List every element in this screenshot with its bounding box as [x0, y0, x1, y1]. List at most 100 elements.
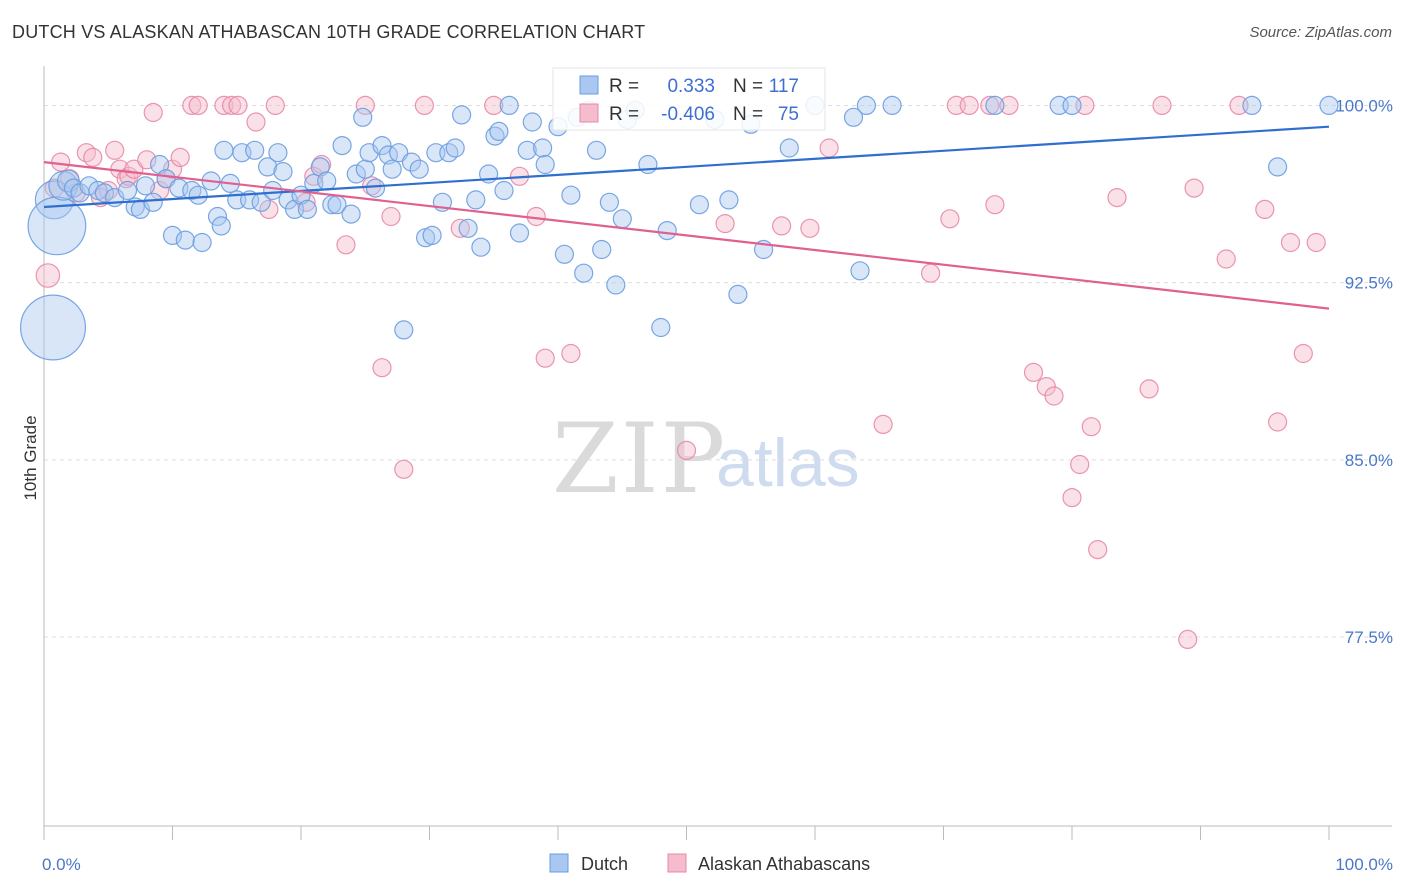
dutch-trend-line — [43, 125, 1330, 209]
stats-dutch-n-value: 117 — [769, 76, 799, 97]
athabascan-point — [1280, 232, 1301, 253]
series-athabascan-points — [35, 95, 1326, 650]
dutch-point — [638, 154, 658, 175]
dutch-point — [409, 159, 429, 179]
legend-dutch-swatch — [549, 853, 569, 873]
dutch-point — [310, 157, 330, 177]
y-tick-label: 92.5% — [1345, 274, 1393, 293]
athabascan-point — [137, 150, 157, 170]
athabascan-point — [819, 138, 839, 158]
dutch-point — [882, 95, 902, 116]
dutch-point — [554, 244, 575, 264]
athabascan-point — [999, 95, 1019, 116]
dutch-point — [606, 275, 626, 295]
dutch-point — [372, 136, 392, 156]
watermark-zip: ZIP — [552, 403, 727, 515]
dutch-point — [214, 140, 234, 160]
athabascan-point — [1178, 629, 1198, 650]
dutch-point — [517, 140, 537, 160]
dutch-point — [779, 138, 799, 158]
athabascan-point — [1062, 488, 1082, 508]
athabascan-point — [1070, 454, 1090, 475]
dutch-point — [592, 239, 612, 260]
dutch-point — [599, 192, 620, 212]
stats-athabascan-swatch — [579, 103, 599, 123]
athabascan-point — [143, 102, 163, 123]
x-tick-label: 100.0% — [1335, 855, 1393, 874]
dutch-point — [445, 138, 465, 158]
dutch-point — [353, 107, 373, 127]
dutch-point — [1062, 95, 1082, 116]
dutch-point — [19, 294, 87, 361]
athabascan-point — [1088, 539, 1108, 560]
dutch-point — [394, 320, 414, 340]
stats-dutch-r-value: 0.333 — [667, 76, 715, 97]
athabascan-point — [1184, 178, 1204, 198]
dutch-point — [207, 206, 228, 227]
athabascan-point — [940, 209, 960, 229]
y-axis-label: 10th Grade — [21, 415, 40, 500]
dutch-point — [175, 230, 195, 250]
athabascan-point — [414, 95, 434, 116]
chart-title: DUTCH VS ALASKAN ATHABASCAN 10TH GRADE C… — [12, 22, 646, 42]
dutch-point — [297, 199, 317, 219]
legend: Dutch Alaskan Athabascans — [549, 853, 870, 874]
stats-athabascan-r-label: R = — [609, 104, 639, 125]
dutch-point — [143, 192, 163, 212]
series-dutch-points — [19, 95, 1339, 361]
dutch-point — [346, 164, 366, 184]
athabascan-point — [105, 140, 125, 160]
legend-athabascan-label: Alaskan Athabascans — [698, 854, 870, 874]
dutch-point — [156, 169, 176, 189]
dutch-point — [1242, 95, 1262, 116]
athabascan-point — [920, 263, 941, 283]
stats-box: R = 0.333 N = 117 R = -0.406 N = 75 — [552, 67, 826, 131]
dutch-point — [273, 162, 293, 182]
athabascan-point — [228, 95, 248, 116]
dutch-point — [1267, 157, 1288, 177]
dutch-point — [522, 112, 542, 132]
athabascan-point — [873, 414, 893, 434]
dutch-point — [856, 95, 877, 116]
stats-dutch-n-label: N = — [733, 76, 763, 97]
athabascan-point — [535, 348, 555, 368]
athabascan-point — [336, 235, 356, 255]
y-tick-label: 85.0% — [1345, 451, 1393, 470]
athabascan-point — [170, 147, 190, 167]
dutch-point — [268, 143, 288, 163]
dutch-point — [365, 178, 386, 198]
athabascan-point — [394, 459, 414, 479]
athabascan-point — [1216, 249, 1236, 269]
source-label: Source: ZipAtlas.com — [1249, 24, 1392, 41]
dutch-point — [689, 195, 710, 215]
dutch-point — [509, 223, 530, 243]
dutch-point — [355, 159, 375, 179]
athabascan-point — [1139, 379, 1159, 399]
dutch-point — [719, 190, 739, 210]
legend-athabascan-swatch — [667, 853, 687, 873]
athabascan-point — [246, 112, 266, 132]
athabascan-point — [182, 95, 202, 116]
dutch-point — [94, 183, 115, 203]
stats-athabascan-n-label: N = — [733, 104, 763, 125]
athabascan-point — [1044, 386, 1064, 406]
athabascan-point — [381, 206, 401, 227]
stats-dutch-swatch — [579, 75, 599, 95]
dutch-point — [1319, 95, 1339, 116]
athabascan-point — [676, 440, 697, 460]
athabascan-point — [1081, 417, 1101, 437]
dutch-point — [651, 317, 671, 338]
y-tick-labels: 100.0% 92.5% 85.0% 77.5% — [1335, 96, 1393, 647]
dutch-point — [317, 171, 337, 191]
athabascan-point — [771, 216, 792, 236]
watermark-atlas: atlas — [716, 425, 860, 501]
dutch-point — [850, 261, 870, 281]
athabascan-point — [372, 358, 392, 378]
athabascan-point — [51, 152, 71, 172]
dutch-point — [535, 154, 555, 175]
dutch-point — [117, 180, 138, 201]
dutch-point — [532, 138, 553, 158]
athabascan-point — [222, 95, 242, 116]
dutch-point — [452, 105, 472, 125]
